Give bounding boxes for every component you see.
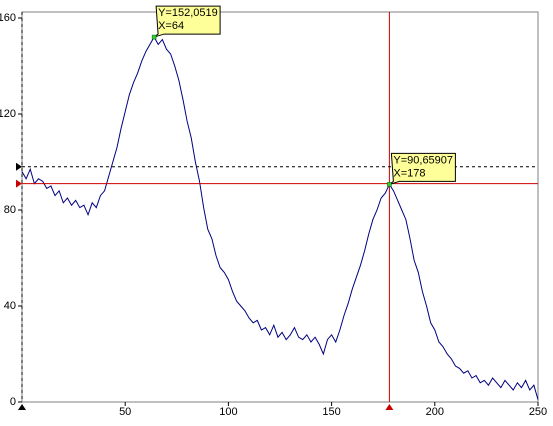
x-tick-label: 250 [529,406,547,418]
annotation-text: Y=152,0519 [158,7,218,19]
cursor-marker-left [16,179,22,188]
y-tick-label: 40 [4,300,16,312]
annotation-text: X=64 [158,20,184,32]
x-tick-label: 150 [322,406,340,418]
y-tick-label: 120 [0,108,16,120]
y-tick-label: 0 [10,396,16,408]
annotation-point [387,182,392,187]
y-tick-label: 160 [0,12,16,24]
plot-frame [21,11,539,403]
cursor-marker-bottom [385,404,394,410]
annotation-box [389,152,456,185]
annotation-text: X=178 [393,167,425,179]
x-tick-label: 200 [426,406,444,418]
cursor-marker-bottom [18,404,26,410]
annotation-text: Y=90,65907 [393,154,453,166]
x-tick-label: 100 [219,406,237,418]
annotation-box [153,5,221,38]
x-tick-label: 50 [119,406,131,418]
cursor-marker-left [16,162,22,171]
y-tick-label: 80 [4,204,16,216]
data-line [21,36,539,400]
annotation-point [151,34,157,40]
